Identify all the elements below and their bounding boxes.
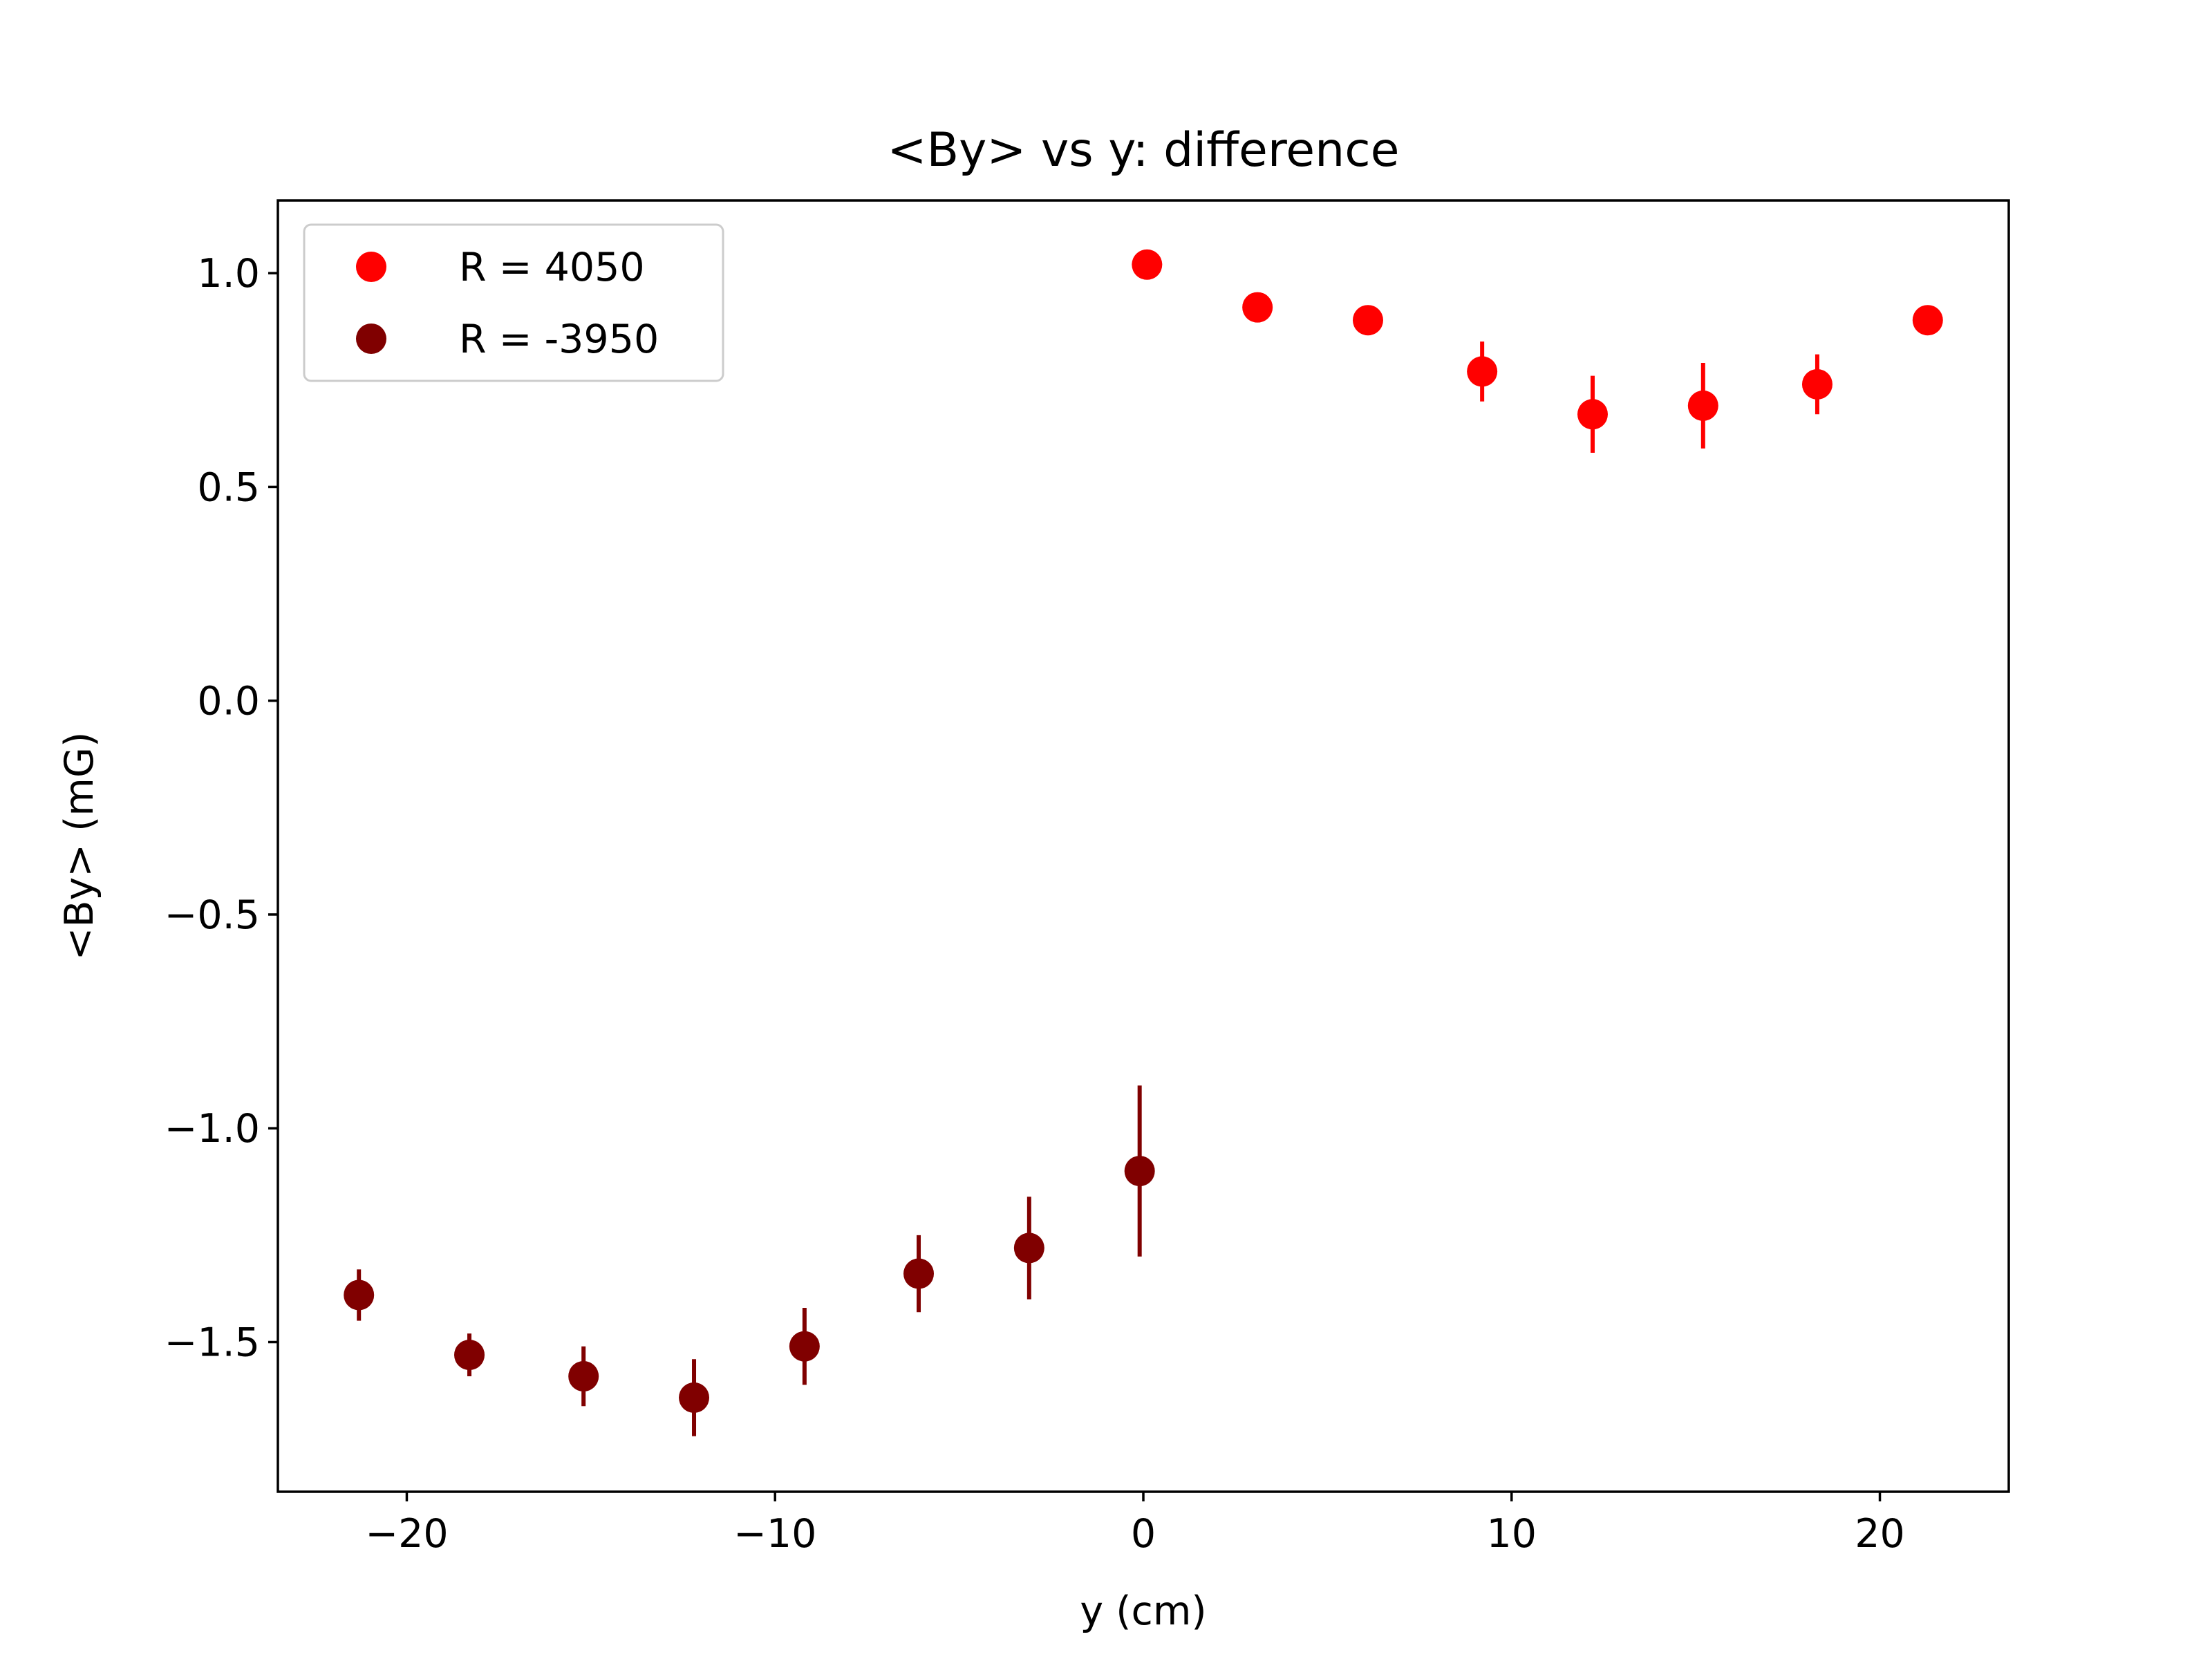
x-axis-label: y (cm) xyxy=(1080,1588,1206,1634)
y-tick-label: −1.5 xyxy=(165,1320,260,1366)
data-point xyxy=(1467,356,1498,387)
x-tick-label: 0 xyxy=(1131,1511,1156,1557)
plot-area-frame xyxy=(276,199,2010,1493)
x-tick-label: −10 xyxy=(733,1511,816,1557)
x-tick-label: −20 xyxy=(365,1511,448,1557)
y-tick-label: 0.0 xyxy=(197,679,260,724)
y-tick-label: −1.0 xyxy=(165,1106,260,1152)
plot-markers xyxy=(344,249,1943,1436)
data-point xyxy=(454,1340,485,1371)
data-point xyxy=(1124,1156,1155,1187)
data-point xyxy=(1577,399,1608,430)
data-point xyxy=(1132,249,1163,280)
legend-label-r-4050: R = 4050 xyxy=(459,245,645,290)
data-point xyxy=(1352,305,1383,336)
series-2 xyxy=(344,1085,1155,1436)
chart-title: <By> vs y: difference xyxy=(888,123,1400,178)
data-point xyxy=(1687,390,1718,421)
legend-marker-r-minus-3950 xyxy=(356,324,386,354)
y-tick-label: −0.5 xyxy=(165,892,260,938)
x-axis-ticks: −20 −10 0 10 20 xyxy=(365,1492,1905,1557)
data-point xyxy=(903,1258,935,1289)
data-point xyxy=(1912,305,1943,336)
data-point xyxy=(1801,368,1833,400)
legend-marker-r-4050 xyxy=(356,252,386,282)
y-tick-label: 1.0 xyxy=(197,251,260,297)
x-tick-label: 20 xyxy=(1855,1511,1905,1557)
legend-label-r-minus-3950: R = -3950 xyxy=(459,317,659,362)
series-1 xyxy=(1132,249,1943,453)
y-tick-label: 0.5 xyxy=(197,465,260,510)
data-point xyxy=(679,1382,710,1413)
data-point xyxy=(344,1280,375,1311)
data-point xyxy=(568,1360,599,1391)
legend: R = 4050 R = -3950 xyxy=(303,223,724,382)
data-point xyxy=(1242,292,1273,323)
x-tick-label: 10 xyxy=(1487,1511,1537,1557)
data-point xyxy=(789,1331,820,1362)
legend-box xyxy=(303,223,724,382)
y-axis-label: <By> (mG) xyxy=(57,732,102,961)
data-point xyxy=(1013,1232,1044,1264)
y-axis-ticks: 1.0 0.5 0.0 −0.5 −1.0 −1.5 xyxy=(165,251,278,1366)
